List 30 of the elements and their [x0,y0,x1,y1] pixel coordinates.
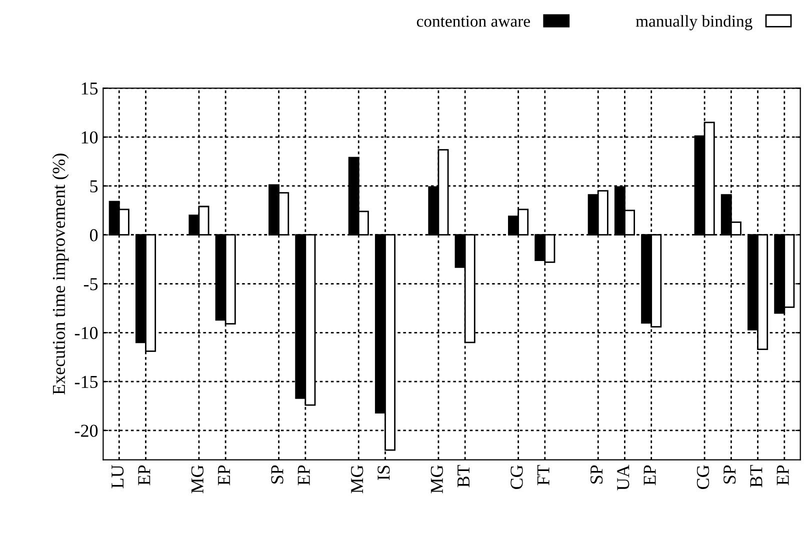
y-tick-label: 5 [90,180,98,192]
y-tick-label: 15 [82,82,98,95]
x-tick-label: BT [458,464,470,488]
y-tick-label: -10 [74,326,98,340]
x-tick-label: EP [298,465,310,486]
y-tick-label: -20 [74,424,98,437]
x-tick-label: EP [776,465,789,486]
x-tick-label: MG [191,465,204,494]
x-tick-label: BT [750,464,762,488]
x-tick-label: CG [510,465,523,489]
y-tick-label: 0 [90,229,98,242]
x-tick-label: IS [378,466,390,480]
x-tick-label: SP [590,465,603,484]
x-tick-label: EP [644,465,656,486]
x-tick-label: MG [430,465,443,494]
x-tick-label: FT [537,464,550,486]
y-tick-label: -5 [84,278,98,290]
legend-label: manually binding [636,15,752,30]
x-tick-label: UA [617,464,630,490]
y-tick-label: 10 [82,131,98,144]
x-tick-label: EP [138,465,150,486]
x-tick-label: MG [351,465,364,494]
x-tick-label: EP [218,465,230,486]
x-tick-label: LU [112,465,124,488]
x-tick-label: CG [696,465,710,489]
y-tick-label: -15 [74,376,98,388]
legend-label: contention aware [416,16,530,27]
x-tick-label: SP [271,465,284,484]
y-axis-title: Execution time improvement (%) [52,154,69,395]
x-tick-label: SP [724,465,736,484]
